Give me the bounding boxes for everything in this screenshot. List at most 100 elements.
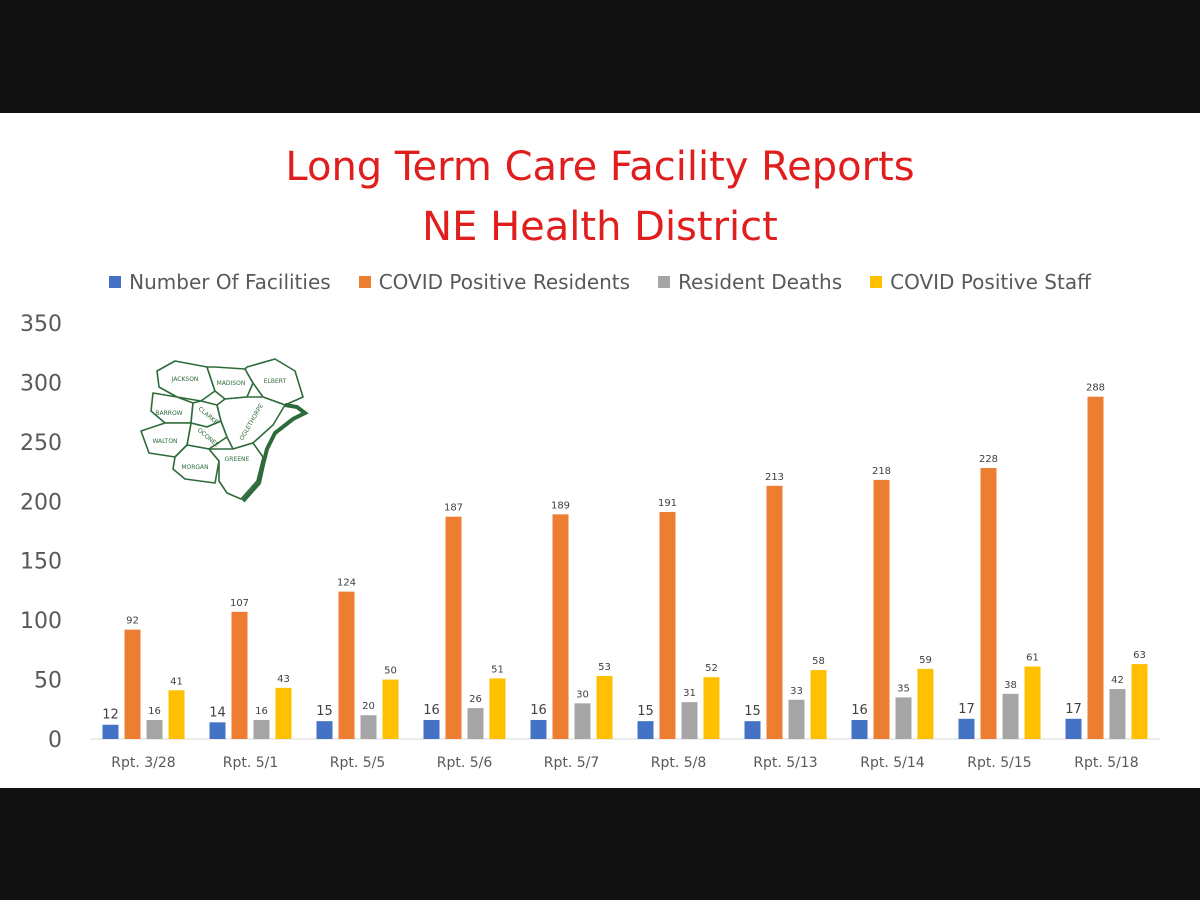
y-tick-label: 150 [20, 550, 62, 575]
x-tick-label: Rpt. 5/7 [544, 755, 600, 771]
legend-item-facilities: Number Of Facilities [109, 270, 331, 294]
bar [766, 485, 783, 739]
bar [574, 703, 591, 739]
data-label: 38 [1004, 680, 1017, 691]
county-label: MADISON [217, 380, 246, 387]
bar [102, 724, 119, 739]
legend-item-resident-deaths: Resident Deaths [658, 270, 842, 294]
x-tick-label: Rpt. 5/15 [967, 755, 1031, 771]
morgan-county-shape [172, 444, 220, 484]
bar [958, 718, 975, 739]
county-label: BARROW [155, 410, 182, 417]
county-label: JACKSON [171, 376, 199, 383]
data-label: 92 [126, 616, 139, 627]
county-border-shadow [241, 403, 309, 503]
bar [1002, 693, 1019, 739]
bar [596, 676, 613, 739]
data-label: 53 [598, 662, 611, 673]
county-label: MORGAN [181, 464, 208, 471]
x-tick-label: Rpt. 5/5 [330, 755, 386, 771]
oglethorpe-county-shape [216, 396, 286, 450]
bar [360, 715, 377, 739]
county-map-svg: JACKSON MADISON ELBERT BARROW CLARKE OCO… [140, 358, 309, 503]
data-label: 61 [1026, 652, 1039, 663]
data-label: 63 [1133, 650, 1146, 661]
data-label: 15 [744, 704, 761, 719]
data-label: 191 [658, 498, 677, 509]
chart-title-line-2: NE Health District [422, 204, 778, 250]
data-label: 15 [637, 704, 654, 719]
bar [552, 514, 569, 739]
data-label: 228 [979, 454, 998, 465]
bar [895, 697, 912, 739]
county-shapes [140, 358, 304, 500]
bar [1065, 718, 1082, 739]
bar [382, 679, 399, 739]
bar [124, 629, 141, 739]
data-label: 26 [469, 694, 482, 705]
x-tick-label: Rpt. 5/6 [437, 755, 493, 771]
data-label: 213 [765, 472, 784, 483]
x-tick-label: Rpt. 5/13 [753, 755, 817, 771]
bar [810, 670, 827, 739]
data-label: 218 [872, 466, 891, 477]
bar [980, 468, 997, 739]
data-label: 17 [1065, 702, 1082, 717]
bar [851, 719, 868, 739]
bar [744, 721, 761, 739]
legend-label: COVID Positive Staff [890, 270, 1091, 294]
y-tick-label: 100 [20, 609, 62, 634]
data-label: 16 [255, 706, 268, 717]
y-tick-label: 50 [34, 669, 62, 694]
bar [681, 702, 698, 739]
bar [917, 668, 934, 739]
data-label: 187 [444, 503, 463, 514]
county-label: ELBERT [264, 378, 287, 385]
data-label: 43 [277, 674, 290, 685]
bar [275, 687, 292, 739]
x-tick-label: Rpt. 5/18 [1074, 755, 1138, 771]
data-label: 288 [1086, 383, 1105, 394]
bar [788, 699, 805, 739]
legend-label: Number Of Facilities [129, 270, 331, 294]
bar [231, 611, 248, 739]
data-label: 31 [683, 688, 696, 699]
chart-title-line-1: Long Term Care Facility Reports [285, 144, 915, 190]
y-tick-label: 200 [20, 490, 62, 515]
chart-legend: Number Of Facilities COVID Positive Resi… [0, 270, 1200, 294]
data-label: 33 [790, 686, 803, 697]
x-tick-label: Rpt. 3/28 [111, 755, 175, 771]
data-label: 52 [705, 663, 718, 674]
data-label: 16 [530, 703, 547, 718]
county-label: WALTON [152, 438, 177, 445]
y-tick-label: 0 [48, 728, 62, 753]
data-label: 14 [209, 705, 226, 720]
data-label: 58 [812, 656, 825, 667]
data-label: 20 [362, 701, 375, 712]
bar [530, 719, 547, 739]
bar [873, 479, 890, 739]
y-tick-label: 250 [20, 431, 62, 456]
bar [489, 678, 506, 739]
data-label: 16 [423, 703, 440, 718]
y-tick-label: 300 [20, 371, 62, 396]
data-label: 15 [316, 704, 333, 719]
bar [423, 719, 440, 739]
x-tick-label: Rpt. 5/14 [860, 755, 925, 771]
data-label: 16 [851, 703, 868, 718]
data-label: 42 [1111, 675, 1124, 686]
data-label: 16 [148, 706, 161, 717]
bar [316, 721, 333, 739]
x-tick-label: Rpt. 5/8 [651, 755, 707, 771]
data-label: 30 [576, 689, 589, 700]
legend-swatch [870, 276, 883, 288]
legend-label: COVID Positive Residents [378, 270, 631, 294]
bar [445, 516, 462, 739]
legend-label: Resident Deaths [678, 270, 843, 294]
y-tick-label: 350 [20, 312, 62, 337]
data-label: 35 [897, 683, 910, 694]
legend-swatch [109, 276, 122, 288]
bar [703, 677, 720, 739]
legend-item-positive-residents: COVID Positive Residents [358, 270, 631, 294]
bar [338, 591, 355, 739]
